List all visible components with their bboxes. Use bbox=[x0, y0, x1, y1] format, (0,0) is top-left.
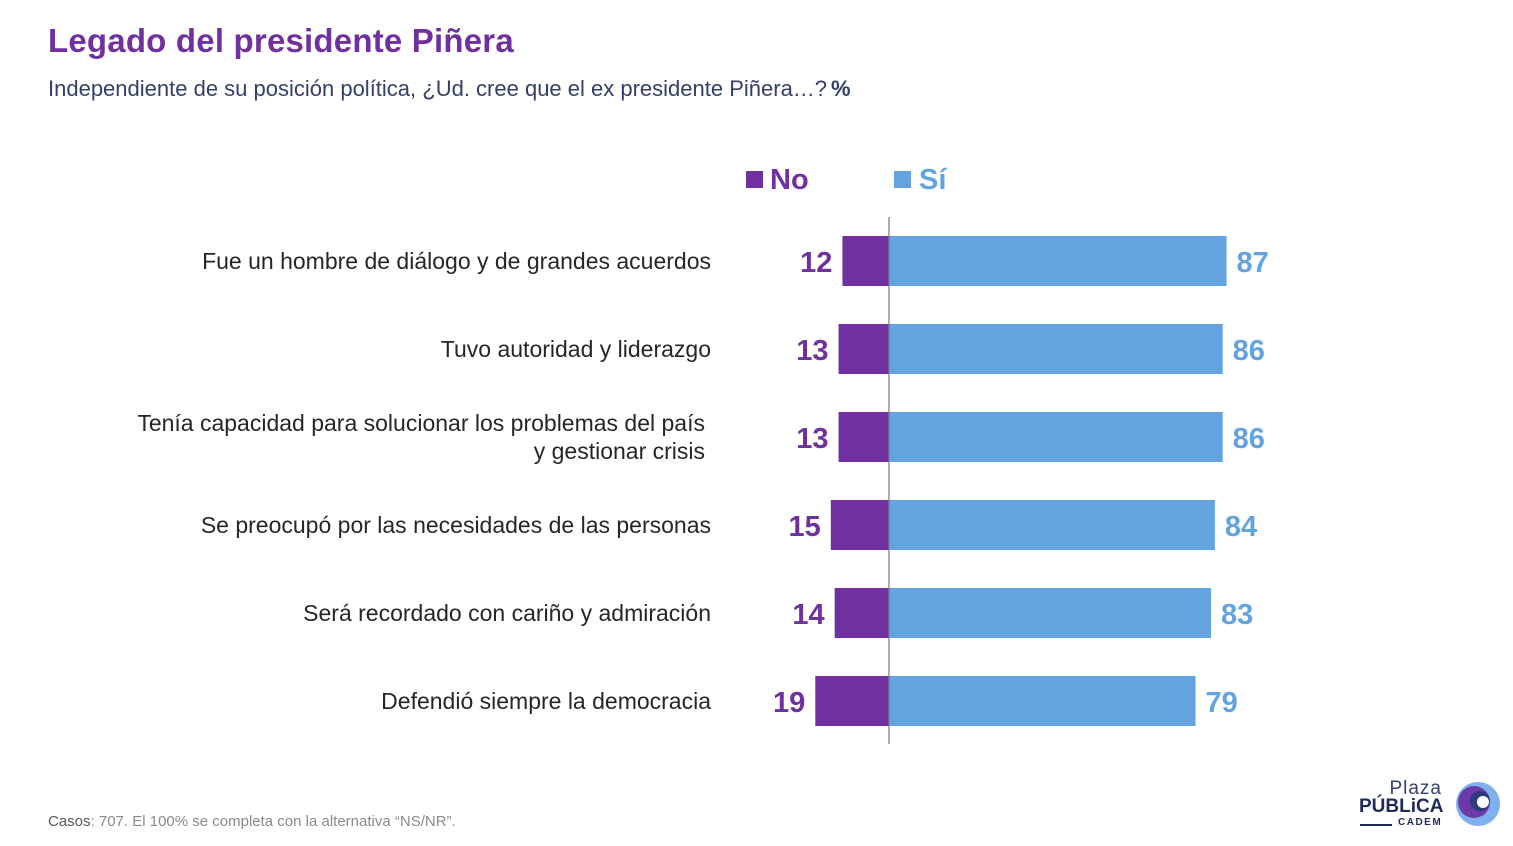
logo-cadem-text: CADEM bbox=[1398, 817, 1443, 828]
plaza-publica-cadem-logo: Plaza PÚBLiCA CADEM bbox=[1358, 778, 1506, 830]
bar-si bbox=[889, 236, 1227, 286]
category-label: Defendió siempre la democracia bbox=[381, 688, 711, 714]
value-label-si: 79 bbox=[1206, 687, 1238, 719]
category-label: Será recordado con cariño y admiración bbox=[303, 600, 711, 626]
footnote-casos-label: Casos bbox=[48, 813, 91, 830]
footnote: Casos: 707. El 100% se completa con la a… bbox=[48, 813, 456, 830]
value-label-no: 15 bbox=[789, 511, 821, 543]
legend-no-label: No bbox=[770, 164, 809, 196]
subtitle-unit: % bbox=[831, 76, 851, 101]
bar-no bbox=[838, 324, 889, 374]
bar-si bbox=[889, 500, 1215, 550]
logo-underline bbox=[1360, 824, 1392, 826]
value-label-no: 13 bbox=[796, 423, 828, 455]
logo-swirl-icon bbox=[1456, 782, 1500, 826]
bar-no bbox=[838, 412, 889, 462]
value-label-no: 13 bbox=[796, 335, 828, 367]
legend-si-swatch bbox=[894, 171, 911, 188]
logo-plaza-text: Plaza bbox=[1389, 778, 1442, 799]
category-label: Se preocupó por las necesidades de las p… bbox=[201, 512, 711, 538]
value-label-si: 86 bbox=[1233, 423, 1265, 455]
category-label: Fue un hombre de diálogo y de grandes ac… bbox=[202, 248, 711, 274]
value-label-si: 84 bbox=[1225, 511, 1257, 543]
chart-subtitle: Independiente de su posición política, ¿… bbox=[48, 76, 851, 102]
bar-no bbox=[842, 236, 889, 286]
value-label-si: 83 bbox=[1221, 599, 1253, 631]
value-label-si: 87 bbox=[1237, 247, 1269, 279]
bar-si bbox=[889, 588, 1212, 638]
subtitle-text: Independiente de su posición política, ¿… bbox=[48, 76, 828, 101]
category-label: y gestionar crisis bbox=[534, 438, 705, 464]
category-label: Tenía capacidad para solucionar los prob… bbox=[137, 410, 705, 436]
category-label: Tuvo autoridad y liderazgo bbox=[441, 336, 711, 362]
footnote-text: : 707. El 100% se completa con la altern… bbox=[90, 813, 456, 830]
value-label-no: 19 bbox=[773, 687, 805, 719]
bar-no bbox=[815, 676, 889, 726]
value-label-no: 12 bbox=[800, 247, 832, 279]
logo-publica-text: PÚBLiCA bbox=[1359, 796, 1444, 817]
legend-no-swatch bbox=[746, 171, 763, 188]
chart-title: Legado del presidente Piñera bbox=[48, 22, 514, 59]
bar-no bbox=[834, 588, 889, 638]
bar-no bbox=[830, 500, 889, 550]
bar-si bbox=[889, 676, 1196, 726]
value-label-si: 86 bbox=[1233, 335, 1265, 367]
bar-si bbox=[889, 412, 1223, 462]
bar-si bbox=[889, 324, 1223, 374]
legend-si-label: Sí bbox=[919, 164, 947, 196]
value-label-no: 14 bbox=[792, 599, 824, 631]
